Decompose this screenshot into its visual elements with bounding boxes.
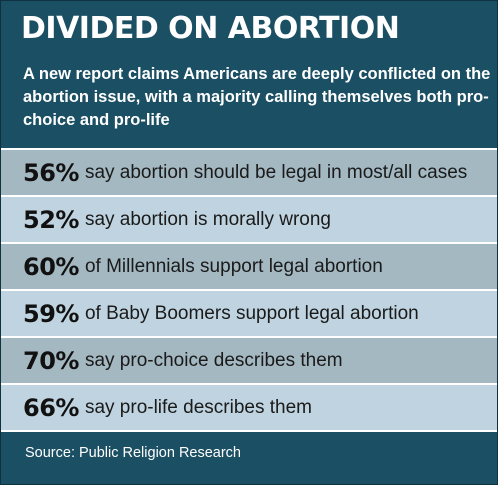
stat-row: 70% say pro-choice describes them <box>1 336 497 383</box>
stat-percent: 56% <box>23 158 79 187</box>
stat-description: of Baby Boomers support legal abortion <box>84 302 419 324</box>
stat-description: say abortion should be legal in most/all… <box>84 161 468 183</box>
stat-percent: 59% <box>23 299 79 328</box>
stat-percent: 66% <box>23 393 79 422</box>
stat-row: 59% of Baby Boomers support legal abortio… <box>1 289 497 336</box>
stat-description: say abortion is morally wrong <box>84 208 331 230</box>
stat-row: 56% say abortion should be legal in most/… <box>1 148 497 195</box>
stat-row: 66% say pro-life describes them <box>1 383 497 430</box>
stat-row: 60% of Millennials support legal abortion <box>1 242 497 289</box>
stat-description: say pro-choice describes them <box>84 349 343 371</box>
stat-percent: 60% <box>23 252 79 281</box>
stat-rows: 56% say abortion should be legal in most/… <box>1 148 497 432</box>
source-note: Source: Public Religion Research <box>25 445 241 461</box>
chart-subtitle: A new report claims Americans are deeply… <box>23 65 491 129</box>
chart-title: DIVIDED ON ABORTION <box>21 11 400 46</box>
stat-description: of Millennials support legal abortion <box>84 255 383 277</box>
stat-description: say pro-life describes them <box>84 396 312 418</box>
stat-percent: 52% <box>23 205 79 234</box>
rows-divider <box>1 430 497 432</box>
stat-percent: 70% <box>23 346 79 375</box>
stat-row: 52% say abortion is morally wrong <box>1 195 497 242</box>
